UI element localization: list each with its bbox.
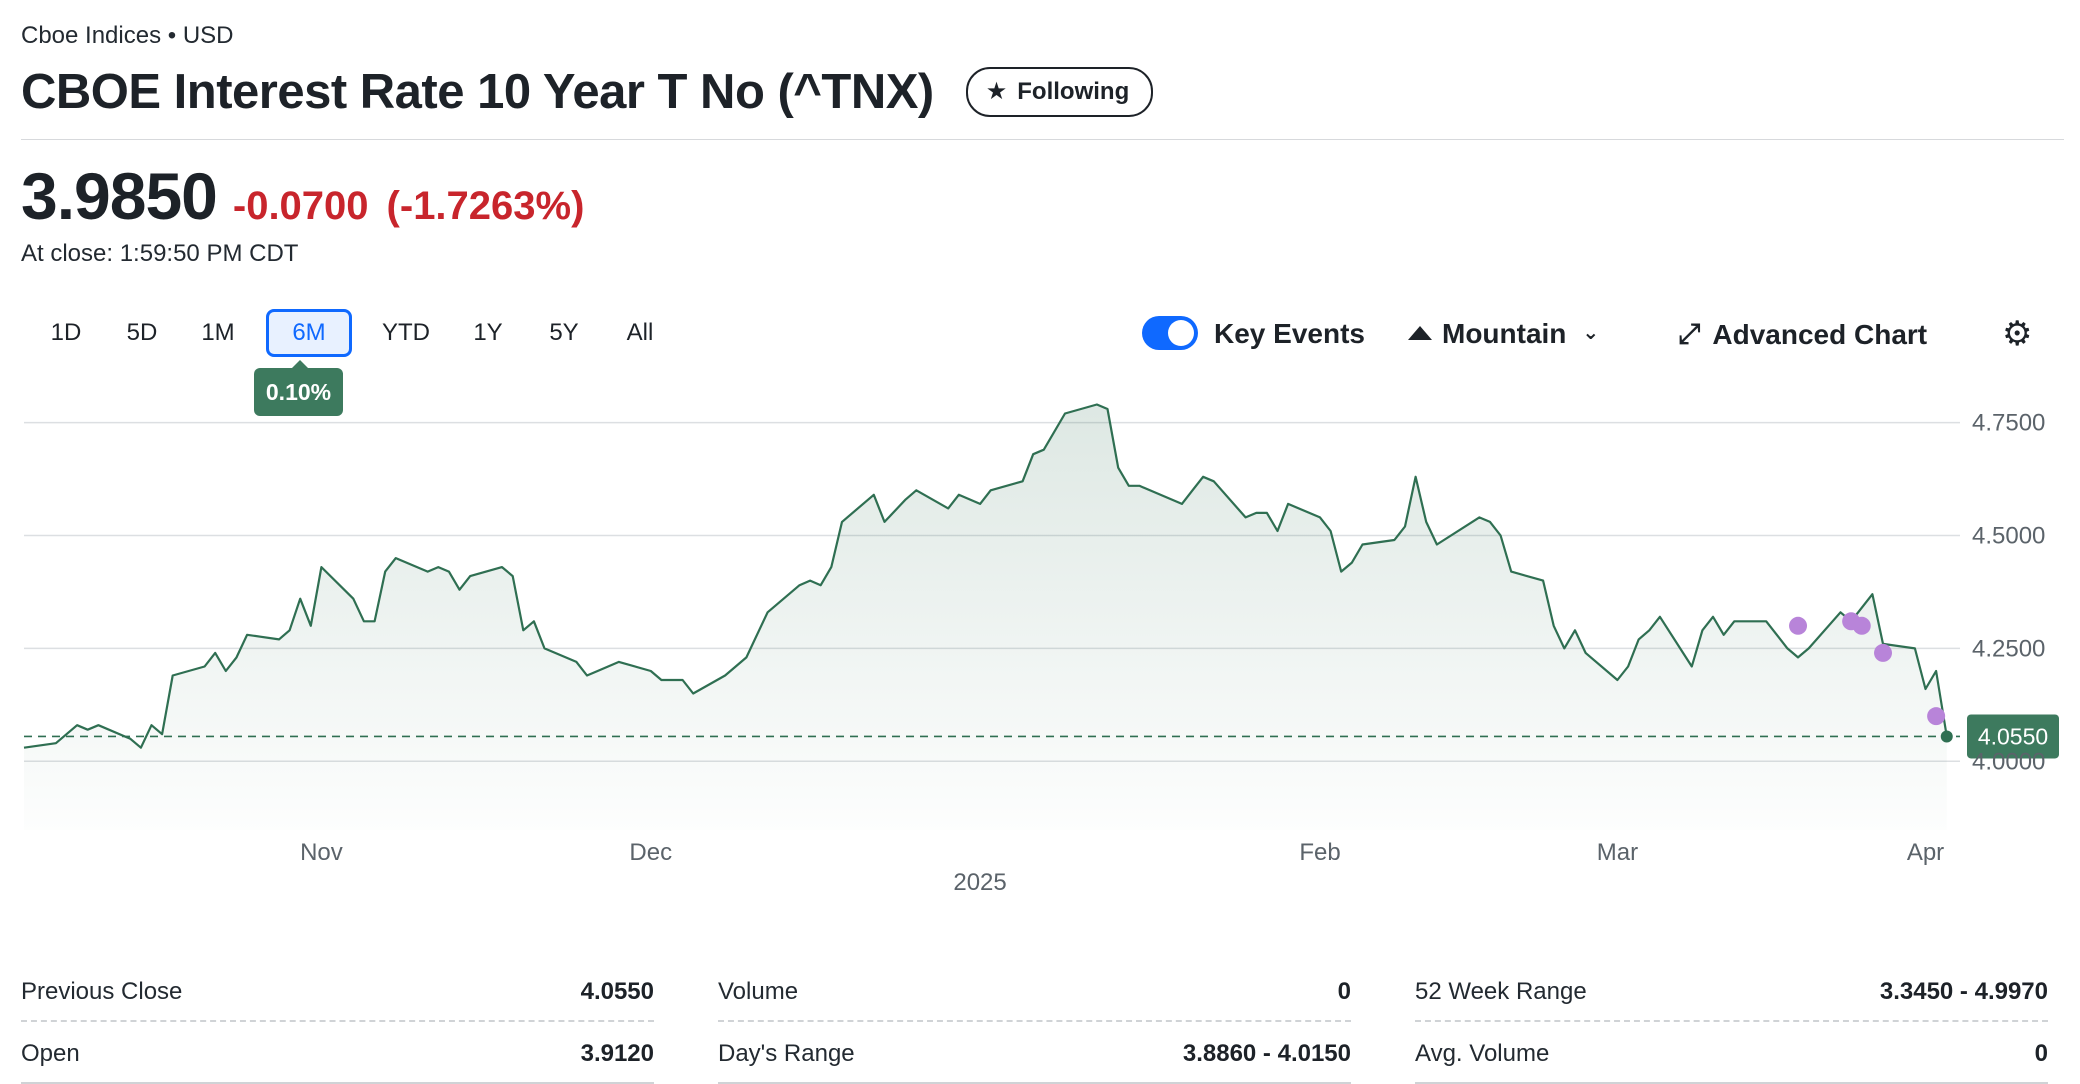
expand-icon: ⤢ (1678, 318, 1701, 349)
x-tick-label: Feb (1299, 839, 1340, 866)
x-tick-label: Nov (300, 839, 343, 866)
following-button[interactable]: ★ Following (965, 67, 1154, 117)
y-tick-label: 4.7500 (1972, 410, 2045, 437)
range-5y[interactable]: 5Y (549, 319, 579, 346)
price-change: -0.0700 (232, 184, 369, 228)
stats-column-1: Previous Close 4.0550 Open 3.9120 (21, 960, 654, 1084)
key-events-label: Key Events (1214, 318, 1365, 349)
chart-type-dropdown[interactable]: Mountain ⌄ (1408, 318, 1599, 350)
key-event-marker (1874, 643, 1893, 662)
previous-close-badge (1967, 714, 2059, 759)
stat-row: 52 Week Range 3.3450 - 4.9970 (1415, 960, 2048, 1022)
stat-row: Open 3.9120 (21, 1022, 654, 1084)
exchange-line: Cboe Indices • USD (21, 22, 234, 50)
stats-column-2: Volume 0 Day's Range 3.8860 - 4.0150 (718, 960, 1351, 1084)
key-events-toggle[interactable] (1142, 316, 1198, 350)
y-tick-label: 4.2500 (1972, 635, 2045, 662)
header-divider (21, 139, 2064, 140)
range-1m[interactable]: 1M (201, 319, 235, 346)
separator-dot: • (167, 22, 183, 49)
stat-label: Day's Range (718, 1040, 855, 1067)
stat-value: 4.0550 (580, 978, 654, 1005)
range-ytd[interactable]: YTD (382, 319, 430, 346)
stat-row: Previous Close 4.0550 (21, 960, 654, 1022)
x-tick-label: Apr (1907, 839, 1944, 866)
advanced-chart-label: Advanced Chart (1712, 318, 1928, 350)
x-tick-label: Dec (629, 839, 672, 866)
y-tick-label: 4.0000 (1972, 748, 2045, 775)
price: 3.9850 (21, 159, 218, 233)
stat-label: Open (21, 1040, 80, 1067)
key-event-marker (1927, 707, 1946, 726)
chart-area (23, 403, 1948, 830)
close-time: At close: 1:59:50 PM CDT (21, 240, 299, 267)
chart-type-label: Mountain (1442, 318, 1567, 349)
chevron-down-icon: ⌄ (1582, 321, 1600, 344)
stat-value: 3.3450 - 4.9970 (1879, 978, 2048, 1005)
stat-value: 0 (2034, 1040, 2048, 1067)
x-year-label: 2025 (953, 869, 1006, 896)
last-point (1940, 730, 1953, 743)
price-area-fill (24, 404, 1947, 830)
y-tick-label: 4.5000 (1972, 522, 2045, 549)
range-6m[interactable]: 6M (266, 309, 352, 357)
range-all[interactable]: All (626, 319, 654, 346)
price-chart[interactable]: 4.0550 4.7500 4.5000 4.2500 4.0000 Nov Dec Feb… (0, 400, 2080, 920)
range-1y[interactable]: 1Y (473, 319, 503, 346)
chart-labels: 4.7500 4.5000 4.2500 4.0000 Nov Dec Feb Mar Apr 2… (300, 410, 2045, 896)
stat-value: 3.8860 - 4.0150 (1182, 1040, 1351, 1067)
stat-value: 0 (1337, 978, 1351, 1005)
x-tick-label: Mar (1597, 839, 1638, 866)
mountain-icon (1408, 326, 1432, 340)
range-selector: 1D 5D 1M 6M YTD 1Y 5Y All (28, 309, 678, 357)
star-icon: ★ (985, 78, 1008, 105)
previous-close-label: 4.0550 (1978, 723, 2048, 749)
key-events-layer (1789, 612, 1946, 726)
key-event-marker (1789, 616, 1808, 635)
key-event-marker (1852, 616, 1871, 635)
range-change-badge: 0.10% (254, 360, 343, 416)
page-title: CBOE Interest Rate 10 Year T No (^TNX) (21, 65, 934, 119)
stats-column-3: 52 Week Range 3.3450 - 4.9970 Avg. Volum… (1415, 960, 2048, 1084)
stat-row: Day's Range 3.8860 - 4.0150 (718, 1022, 1351, 1084)
stat-row: Volume 0 (718, 960, 1351, 1022)
stat-label: 52 Week Range (1415, 978, 1587, 1005)
title-row: CBOE Interest Rate 10 Year T No (^TNX) ★… (21, 64, 1154, 120)
stat-label: Volume (718, 978, 799, 1005)
stat-row: Avg. Volume 0 (1415, 1022, 2048, 1084)
price-line (23, 403, 1948, 749)
chart-reference: 4.0550 (24, 714, 2059, 759)
quote-summary: 3.9850 -0.0700 (-1.7263%) (21, 158, 584, 234)
price-change-percent: (-1.7263%) (386, 184, 585, 228)
following-label: Following (1017, 78, 1130, 105)
gear-icon[interactable]: ⚙ (2002, 315, 2033, 353)
range-5d[interactable]: 5D (126, 319, 158, 346)
advanced-chart-button[interactable]: ⤢ Advanced Chart (1678, 318, 1927, 351)
currency: USD (182, 22, 234, 49)
stat-label: Avg. Volume (1415, 1040, 1550, 1067)
range-1d[interactable]: 1D (50, 319, 82, 346)
stat-label: Previous Close (21, 978, 183, 1005)
exchange-name: Cboe Indices (21, 22, 162, 49)
chart-toolbar: Key Events Mountain ⌄ ⤢ Advanced Chart ⚙ (1142, 310, 2080, 360)
stat-value: 3.9120 (580, 1040, 654, 1067)
